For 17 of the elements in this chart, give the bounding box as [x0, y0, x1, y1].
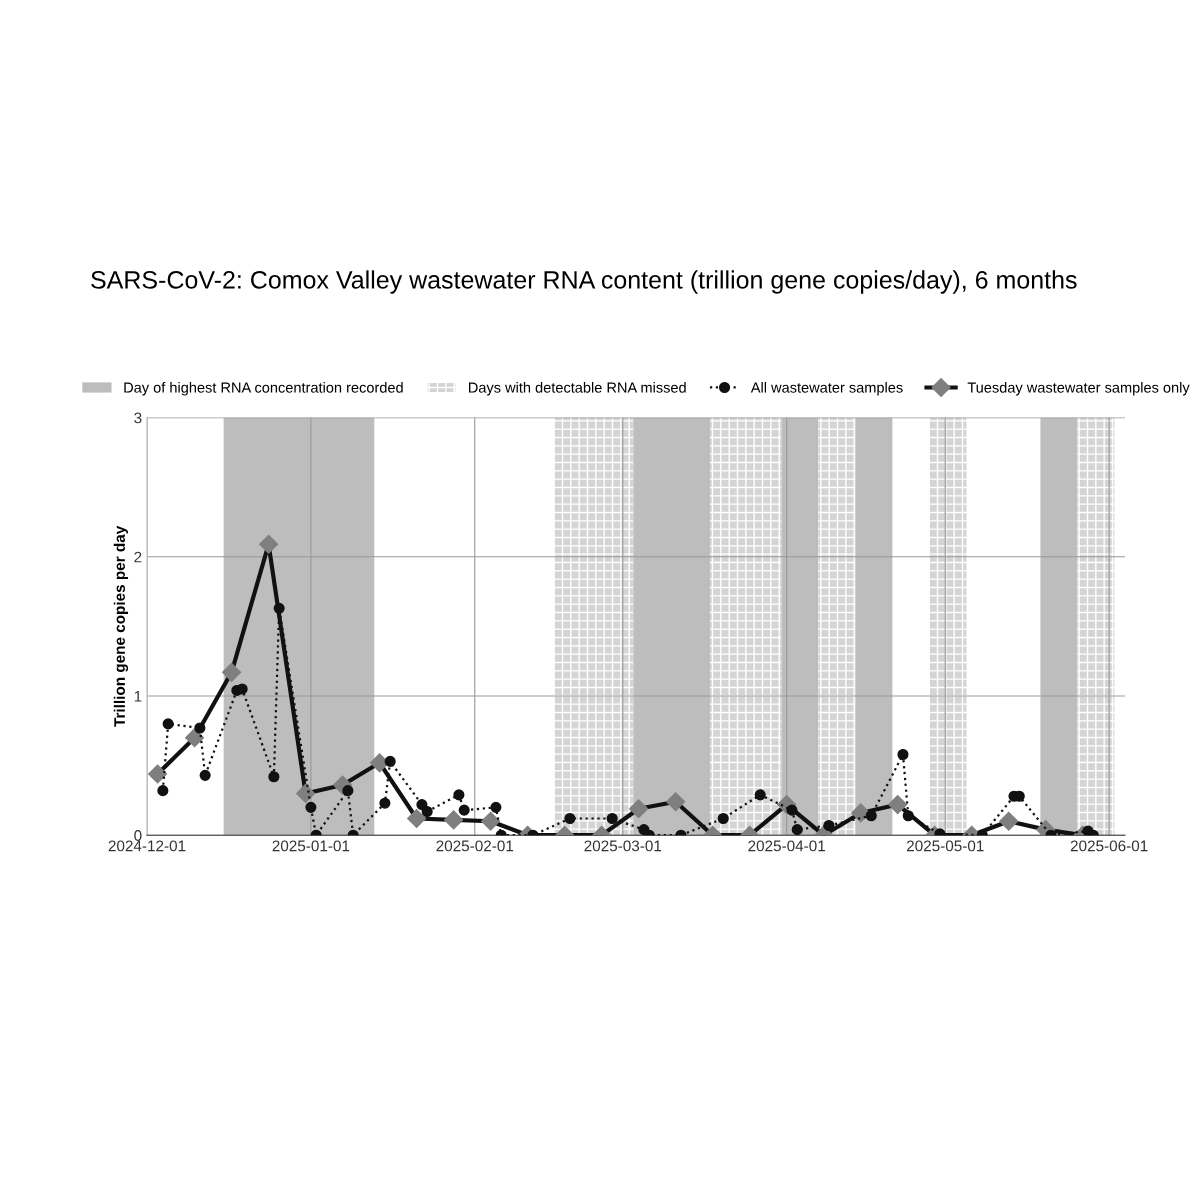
- x-tick-label: 2025-04-01: [748, 840, 825, 852]
- x-tick-label: 2025-03-01: [584, 840, 662, 852]
- x-tick-label: 2025-02-01: [436, 840, 514, 852]
- x-tick-label: 2025-01-01: [272, 840, 350, 852]
- y-tick-label: 1: [134, 691, 142, 702]
- x-tick-label: 2025-05-01: [906, 840, 984, 852]
- legend-label: Day of highest RNA concentration recorded: [124, 382, 403, 396]
- y-tick-label: 2: [134, 551, 142, 563]
- y-tick-label: 0: [134, 830, 142, 841]
- y-axis-title: Trillion gene copies per day: [113, 525, 129, 727]
- legend-label: Tuesday wastewater samples only: [967, 382, 1190, 396]
- legend-label: Days with detectable RNA missed: [468, 382, 686, 396]
- x-tick-label: 2024-12-01: [108, 840, 186, 852]
- chart-title: SARS-CoV-2: Comox Valley wastewater RNA content (trillion gene copies/day), 6 months: [91, 270, 1077, 294]
- y-tick-label: 3: [134, 412, 142, 424]
- x-tick-label: 2025-06-01: [1070, 840, 1148, 852]
- legend-label: All wastewater samples: [750, 382, 903, 396]
